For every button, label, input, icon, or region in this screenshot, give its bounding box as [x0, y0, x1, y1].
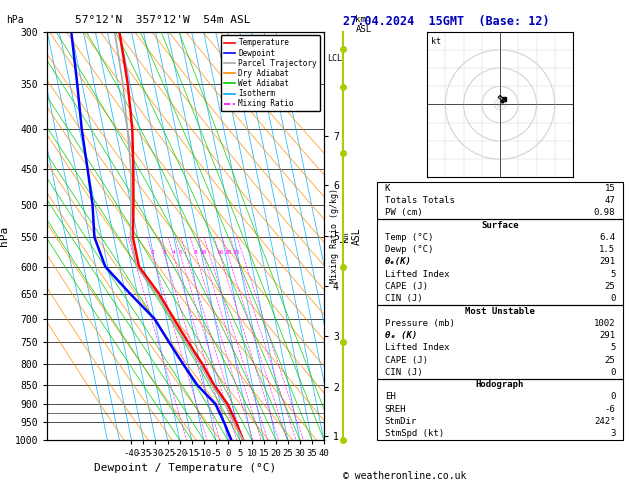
Bar — [377, 219, 623, 305]
Text: -6: -6 — [604, 405, 615, 414]
Text: 242°: 242° — [594, 417, 615, 426]
Text: LCL: LCL — [326, 53, 342, 63]
Text: 5: 5 — [610, 270, 615, 279]
Text: 1002: 1002 — [594, 319, 615, 328]
Text: 5: 5 — [179, 250, 182, 255]
Text: Lifted Index: Lifted Index — [385, 270, 449, 279]
Text: 25: 25 — [604, 282, 615, 291]
Text: 0: 0 — [610, 368, 615, 377]
Text: CAPE (J): CAPE (J) — [385, 282, 428, 291]
Text: CIN (J): CIN (J) — [385, 368, 423, 377]
Text: Most Unstable: Most Unstable — [465, 307, 535, 315]
Text: 0: 0 — [610, 392, 615, 401]
Text: θₑ (K): θₑ (K) — [385, 331, 417, 340]
Text: 20: 20 — [224, 250, 231, 255]
Text: PW (cm): PW (cm) — [385, 208, 423, 217]
Text: SREH: SREH — [385, 405, 406, 414]
X-axis label: Dewpoint / Temperature (°C): Dewpoint / Temperature (°C) — [94, 464, 277, 473]
Text: 0.98: 0.98 — [594, 208, 615, 217]
Text: 15: 15 — [604, 184, 615, 193]
Text: Temp (°C): Temp (°C) — [385, 233, 433, 242]
Text: © weatheronline.co.uk: © weatheronline.co.uk — [343, 471, 466, 481]
Text: 3: 3 — [610, 429, 615, 438]
Text: Hodograph: Hodograph — [476, 380, 524, 389]
Text: 4: 4 — [172, 250, 175, 255]
Y-axis label: hPa: hPa — [0, 226, 9, 246]
Text: 10: 10 — [199, 250, 207, 255]
Bar — [377, 379, 623, 440]
Text: hPa: hPa — [6, 15, 24, 25]
Bar — [377, 182, 623, 219]
Text: CIN (J): CIN (J) — [385, 295, 423, 303]
Text: 16: 16 — [216, 250, 223, 255]
Text: EH: EH — [385, 392, 396, 401]
Text: 0: 0 — [610, 295, 615, 303]
Text: 25: 25 — [232, 250, 240, 255]
Text: 5: 5 — [610, 343, 615, 352]
Y-axis label: km
ASL: km ASL — [340, 227, 362, 244]
Text: K: K — [385, 184, 390, 193]
Text: StmSpd (kt): StmSpd (kt) — [385, 429, 444, 438]
Text: 27.04.2024  15GMT  (Base: 12): 27.04.2024 15GMT (Base: 12) — [343, 15, 549, 28]
Text: 8: 8 — [194, 250, 198, 255]
Text: kt: kt — [431, 37, 441, 46]
Text: CAPE (J): CAPE (J) — [385, 356, 428, 364]
Bar — [377, 305, 623, 379]
Text: θₑ(K): θₑ(K) — [385, 258, 411, 266]
Text: 57°12'N  357°12'W  54m ASL: 57°12'N 357°12'W 54m ASL — [75, 15, 251, 25]
Text: Lifted Index: Lifted Index — [385, 343, 449, 352]
Text: 6.4: 6.4 — [599, 233, 615, 242]
Legend: Temperature, Dewpoint, Parcel Trajectory, Dry Adiabat, Wet Adiabat, Isotherm, Mi: Temperature, Dewpoint, Parcel Trajectory… — [221, 35, 320, 111]
Text: 291: 291 — [599, 258, 615, 266]
Text: 47: 47 — [604, 196, 615, 205]
Text: km
ASL: km ASL — [355, 15, 372, 34]
Text: 25: 25 — [604, 356, 615, 364]
Text: Surface: Surface — [481, 221, 519, 230]
Text: Mixing Ratio (g/kg): Mixing Ratio (g/kg) — [330, 188, 339, 283]
Text: Totals Totals: Totals Totals — [385, 196, 455, 205]
Text: StmDir: StmDir — [385, 417, 417, 426]
Text: 291: 291 — [599, 331, 615, 340]
Text: 3: 3 — [163, 250, 167, 255]
Text: 1.5: 1.5 — [599, 245, 615, 254]
Text: Dewp (°C): Dewp (°C) — [385, 245, 433, 254]
Text: 2: 2 — [151, 250, 155, 255]
Text: Pressure (mb): Pressure (mb) — [385, 319, 455, 328]
